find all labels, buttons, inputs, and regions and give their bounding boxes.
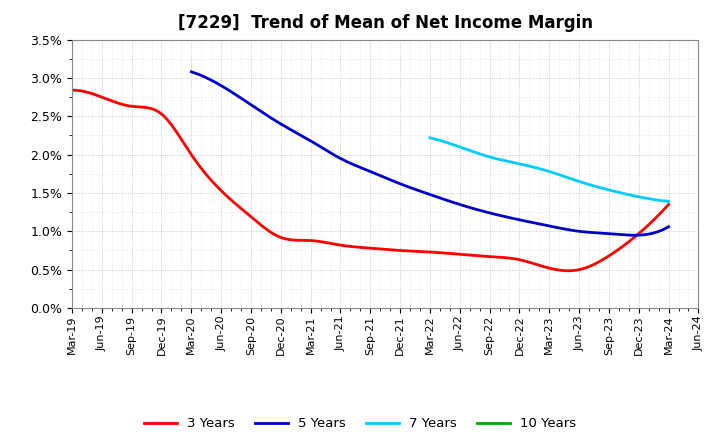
Legend: 3 Years, 5 Years, 7 Years, 10 Years: 3 Years, 5 Years, 7 Years, 10 Years	[138, 412, 582, 436]
Title: [7229]  Trend of Mean of Net Income Margin: [7229] Trend of Mean of Net Income Margi…	[178, 15, 593, 33]
